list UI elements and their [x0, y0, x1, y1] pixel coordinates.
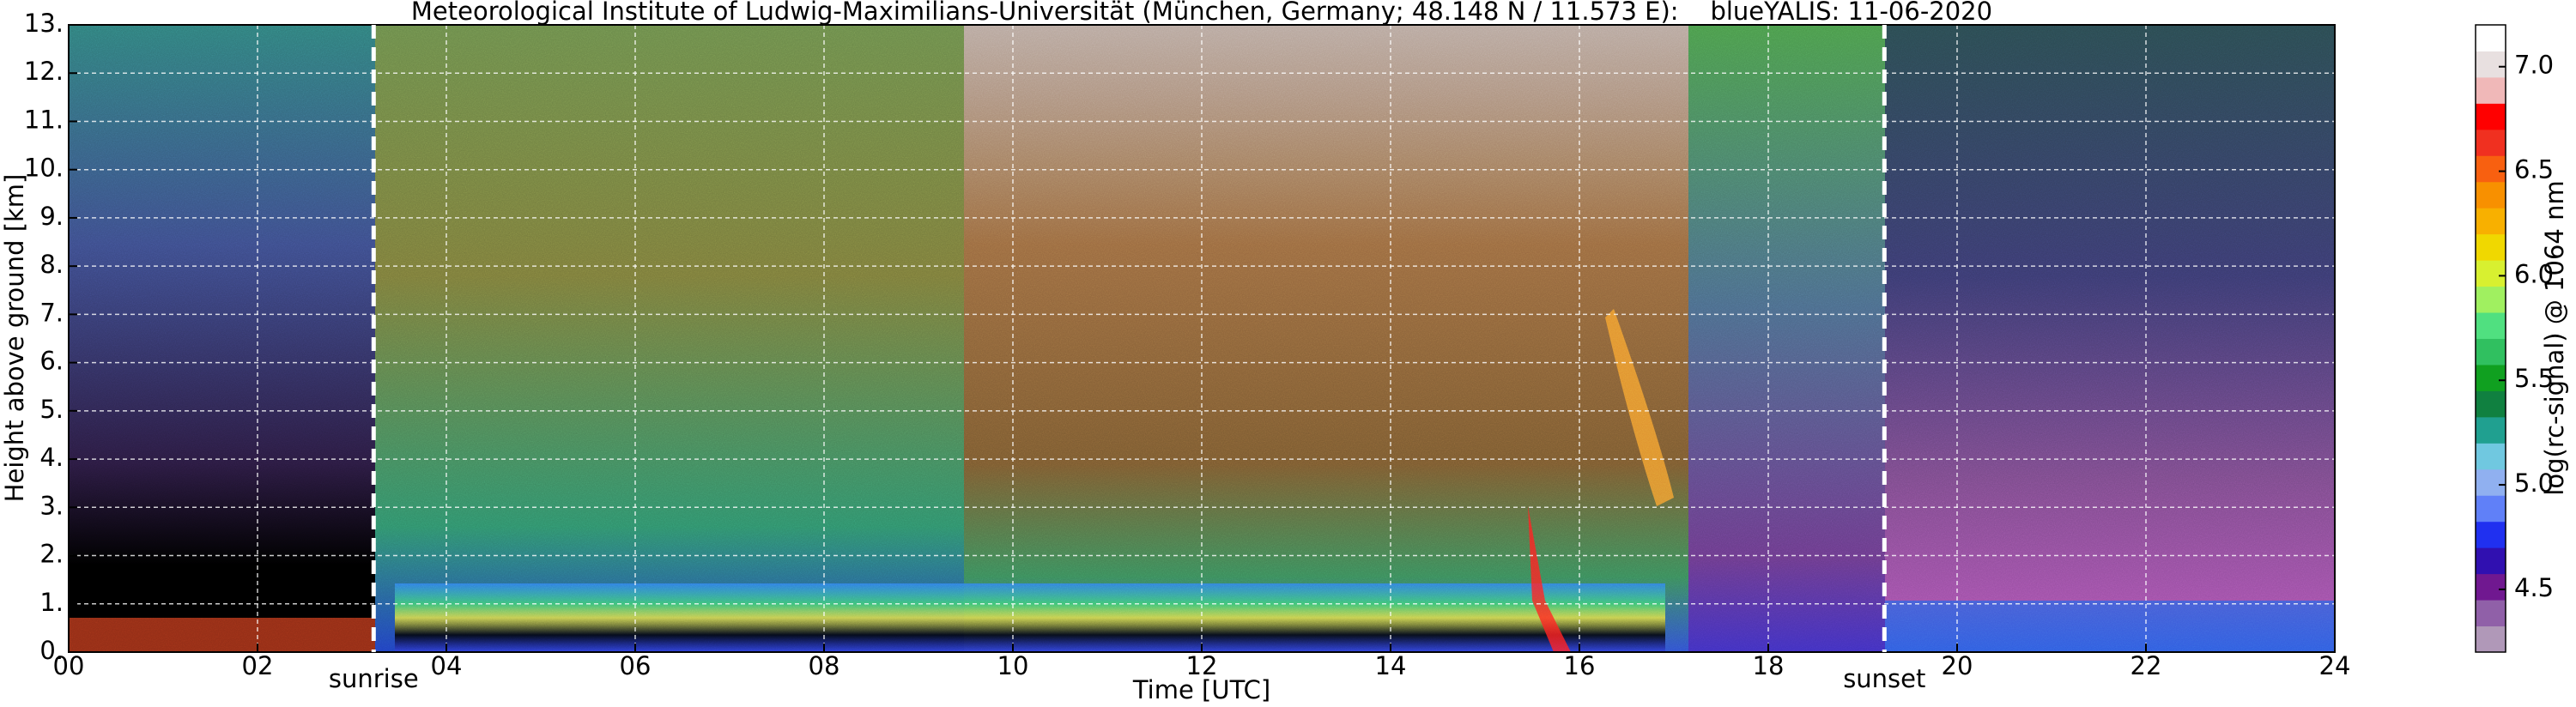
event-label: sunrise	[329, 664, 419, 693]
y-tick-label: 4.	[39, 443, 64, 472]
x-tick-label: 16	[1564, 651, 1596, 680]
y-tick-label: 7.	[39, 298, 64, 327]
y-tick-label: 12.	[24, 57, 64, 86]
x-tick-label: 14	[1375, 651, 1407, 680]
colorbar-segment	[2476, 416, 2506, 444]
y-tick-label: 9.	[39, 202, 64, 231]
colorbar-tick-label: 5.5	[2514, 364, 2554, 393]
colorbar-segment	[2476, 625, 2506, 653]
colorbar-segment	[2476, 364, 2506, 391]
colorbar-frame	[2475, 24, 2506, 653]
colorbar-segment	[2476, 181, 2506, 208]
y-axis-label: Height above ground [km]	[0, 174, 29, 503]
colorbar-tick-label: 5.0	[2514, 468, 2554, 498]
colorbar-segment	[2476, 129, 2506, 156]
colorbar-segment	[2476, 260, 2506, 287]
x-tick-label: 18	[1753, 651, 1785, 680]
colorbar-label: log(rc-signal) @ 1064 nm	[2540, 180, 2569, 495]
y-tick-label: 1.	[39, 588, 64, 617]
colorbar-tick-label: 7.0	[2514, 51, 2554, 80]
colorbar-segment	[2476, 390, 2506, 418]
y-tick-label: 11.	[24, 105, 64, 134]
colorbar-segment	[2476, 25, 2506, 51]
colorbar-segment	[2476, 312, 2506, 339]
chart-title: Meteorological Institute of Ludwig-Maxim…	[411, 0, 1992, 26]
y-tick-label: 0.	[39, 636, 64, 665]
x-tick-label: 02	[242, 651, 274, 680]
x-tick-label: 08	[809, 651, 840, 680]
event-label: sunset	[1843, 664, 1925, 693]
colorbar-segment	[2476, 233, 2506, 261]
colorbar-segment	[2476, 495, 2506, 523]
colorbar-segment	[2476, 573, 2506, 601]
colorbar-segment	[2476, 600, 2506, 627]
colorbar-segment	[2476, 338, 2506, 366]
x-tick-label: 12	[1186, 651, 1218, 680]
colorbar-segment	[2476, 103, 2506, 130]
colorbar-segment	[2476, 208, 2506, 235]
y-tick-label: 2.	[39, 540, 64, 569]
colorbar-segment	[2476, 468, 2506, 496]
x-tick-label: 20	[1942, 651, 1973, 680]
colorbar-segment	[2476, 76, 2506, 104]
colorbar-segment	[2476, 443, 2506, 470]
y-tick-label: 3.	[39, 491, 64, 520]
colorbar-segment	[2476, 521, 2506, 548]
colorbar-segment	[2476, 155, 2506, 183]
y-tick-label: 13.	[24, 9, 64, 38]
colorbar-segment	[2476, 51, 2506, 78]
colorbar-tick-label: 6.5	[2514, 155, 2554, 184]
x-tick-label: 00	[53, 651, 85, 680]
colorbar-tick-label: 4.5	[2514, 573, 2554, 602]
x-axis-label: Time [UTC]	[1132, 675, 1270, 704]
x-tick-label: 04	[431, 651, 463, 680]
y-tick-label: 6.	[39, 347, 64, 376]
colorbar-segment	[2476, 547, 2506, 575]
x-tick-label: 22	[2131, 651, 2162, 680]
x-tick-label: 24	[2319, 651, 2351, 680]
x-tick-label: 06	[620, 651, 652, 680]
x-tick-label: 10	[997, 651, 1029, 680]
colorbar-tick-label: 6.0	[2514, 259, 2554, 288]
y-tick-label: 10.	[24, 154, 64, 183]
colorbar-segment	[2476, 286, 2506, 313]
y-tick-label: 8.	[39, 250, 64, 279]
y-tick-label: 5.	[39, 395, 64, 424]
